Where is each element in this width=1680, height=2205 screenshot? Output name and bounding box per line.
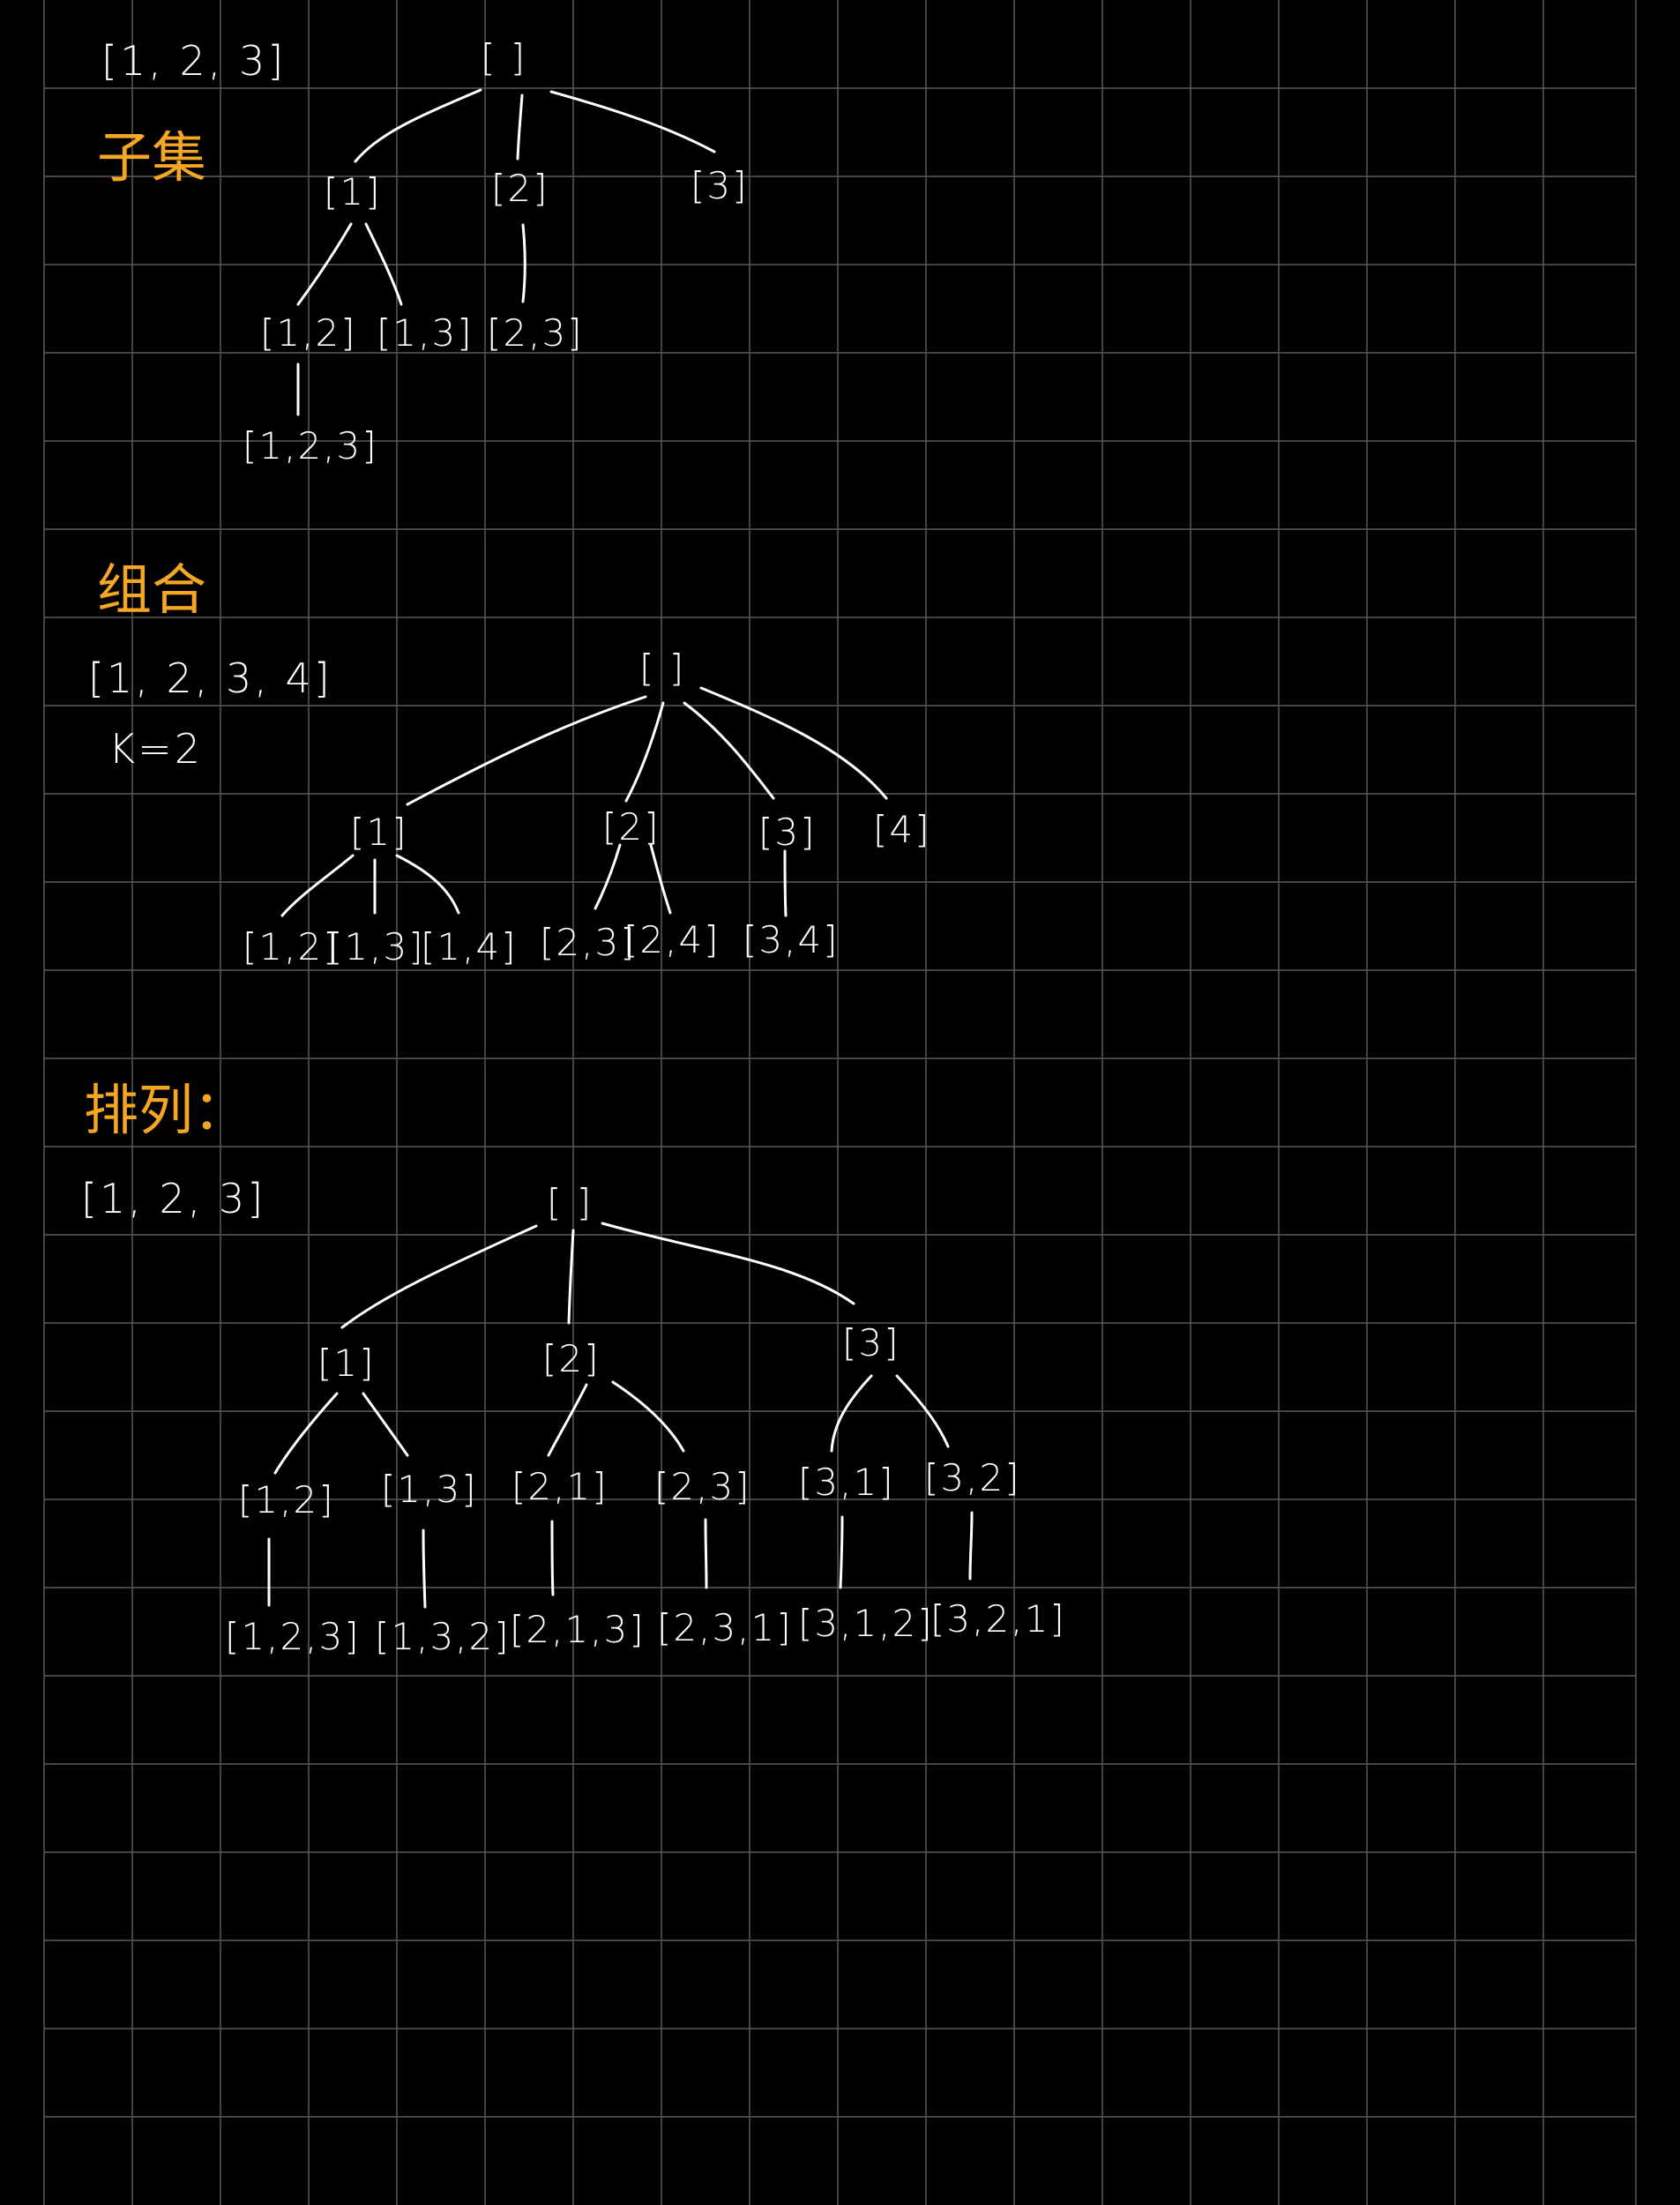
edge-c-2-24	[649, 843, 672, 915]
permutations-node-13: [1,3]	[381, 1468, 478, 1511]
edge-p-root-2	[567, 1229, 575, 1325]
edge-c-root-2	[624, 701, 665, 803]
edge-c-root-3	[683, 701, 775, 800]
permutations-node-2: [2]	[542, 1337, 601, 1380]
edge-c-root-1	[406, 695, 647, 806]
edge-c-3-34	[783, 849, 788, 917]
subsets-input-array: [1, 2, 3]	[101, 37, 286, 85]
combinations-node-4: [4]	[873, 808, 931, 851]
edge-c-1-14	[395, 854, 460, 915]
edge-2-23	[521, 223, 526, 303]
permutations-section: 排列： [1, 2, 3] [ ] [1] [2] [3] [1,2] [1,3…	[81, 1078, 1066, 1658]
permutations-node-23: [2,3]	[654, 1465, 751, 1508]
combinations-input-array: [1, 2, 3, 4]	[88, 654, 332, 702]
subsets-node-13: [1,3]	[377, 311, 474, 355]
combinations-section: 组合 [1, 2, 3, 4] K=2 [ ] [1] [2] [3] [4] …	[88, 557, 931, 968]
subsets-node-1: [1]	[324, 170, 382, 213]
subsets-section: [1, 2, 3] 子集 [ ] [1] [2] [3] [1,2] [1,3]…	[97, 36, 749, 467]
combinations-node-2: [2]	[602, 805, 661, 848]
subsets-node-23: [2,3]	[487, 311, 584, 355]
edge-1-12	[296, 222, 353, 306]
edge-p-13-132	[422, 1529, 427, 1609]
subsets-node-2: [2]	[491, 167, 549, 210]
subsets-node-root: [ ]	[481, 36, 526, 79]
edge-p-21-213	[550, 1520, 555, 1596]
edge-p-root-1	[340, 1224, 538, 1329]
permutations-node-123: [1,2,3]	[225, 1615, 361, 1658]
combinations-heading: 组合	[97, 557, 206, 622]
edge-1-13	[364, 222, 403, 306]
edge-c-1-12	[280, 854, 355, 917]
combinations-node-23: [2,3]	[540, 921, 637, 964]
permutations-node-32: [3,2]	[924, 1456, 1021, 1499]
edge-p-2-23	[611, 1380, 685, 1453]
combinations-node-13: [1,3]	[328, 925, 425, 968]
subsets-heading: 子集	[97, 125, 206, 190]
permutations-node-31: [3,1]	[798, 1461, 895, 1504]
subsets-node-12: [1,2]	[260, 311, 357, 355]
combinations-node-12: [1,2]	[243, 925, 340, 968]
grid-paper	[43, 0, 1637, 2205]
combinations-node-1: [1]	[350, 811, 408, 854]
edge-root-1	[354, 88, 482, 163]
permutations-node-321: [3,2,1]	[930, 1597, 1066, 1641]
permutations-node-12: [1,2]	[238, 1478, 335, 1521]
edge-p-3-32	[895, 1374, 950, 1448]
edge-p-3-31	[830, 1374, 873, 1453]
permutations-node-root: [ ]	[547, 1181, 593, 1224]
permutations-node-213: [2,1,3]	[510, 1608, 646, 1651]
combinations-node-34: [3,4]	[743, 918, 840, 961]
combinations-node-3: [3]	[758, 811, 817, 854]
edge-root-3	[549, 90, 716, 153]
permutations-tree-edges	[267, 1222, 974, 1609]
combinations-k-value: K=2	[108, 725, 203, 773]
permutations-node-3: [3]	[842, 1321, 900, 1364]
subsets-node-123: [1,2,3]	[243, 424, 378, 467]
edge-p-1-12	[273, 1392, 339, 1475]
subsets-tree-edges	[296, 88, 716, 416]
subsets-node-3: [3]	[691, 164, 749, 207]
combinations-tree-edges	[280, 686, 888, 917]
permutations-node-231: [2,3,1]	[657, 1606, 793, 1649]
combinations-node-24: [2,4]	[623, 918, 721, 961]
permutations-input-array: [1, 2, 3]	[81, 1175, 265, 1222]
combinations-node-14: [1,4]	[421, 925, 518, 968]
edge-c-root-4	[699, 686, 888, 800]
edge-c-2-23	[594, 843, 622, 910]
combinations-node-root: [ ]	[639, 647, 685, 690]
permutations-node-21: [2,1]	[511, 1465, 609, 1508]
edge-root-2	[516, 93, 524, 161]
permutations-node-132: [1,3,2]	[375, 1615, 511, 1658]
edge-p-root-3	[601, 1222, 855, 1305]
permutations-node-312: [3,1,2]	[798, 1602, 934, 1645]
edge-p-31-312	[839, 1515, 844, 1589]
edge-p-32-321	[968, 1511, 974, 1581]
edge-p-2-21	[547, 1383, 588, 1457]
permutations-heading: 排列：	[84, 1078, 248, 1142]
edge-p-1-13	[362, 1392, 409, 1457]
permutations-node-1: [1]	[317, 1342, 376, 1385]
